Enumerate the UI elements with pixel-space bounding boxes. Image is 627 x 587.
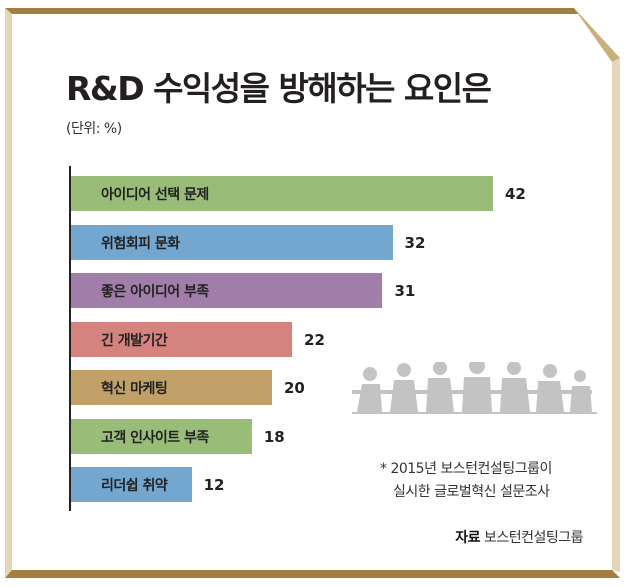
bar-category-label: 위험회피 문화 [101,235,180,252]
note-line-2: 실시한 글로벌혁신 설문조사 [393,484,550,500]
bar-value-label: 42 [505,185,526,203]
bar-4: 혁신 마케팅 20 [71,370,305,405]
bar-value-label: 31 [394,282,416,300]
bar-category-label: 아이디어 선택 문제 [101,187,209,203]
frame-top-border [5,8,578,14]
frame-right-border [612,58,620,572]
frame-corner [574,8,620,62]
frame-bottom-border [5,570,620,578]
bar-value-label: 20 [283,379,305,397]
meeting-silhouette-icon [352,362,597,414]
bar-category-label: 혁신 마케팅 [101,381,168,397]
bar-category-label: 긴 개발기간 [101,332,168,349]
bar-category-label: 고객 인사이트 부족 [101,429,209,446]
survey-note: * 2015년 보스턴컨설팅그룹이 실시한 글로벌혁신 설문조사 [380,458,552,504]
bar-0: 아이디어 선택 문제 42 [71,176,526,211]
frame-left-border [5,8,12,578]
source-credit: 자료 보스턴컨설팅그룹 [455,527,583,547]
bar-value-label: 12 [203,476,225,494]
note-line-1: * 2015년 보스턴컨설팅그룹이 [380,461,552,477]
chart-title: R&D 수익성을 방해하는 요인은 [66,69,492,108]
source-label: 자료 [455,530,480,546]
bar-value-label: 32 [404,233,426,252]
source-text: 보스턴컨설팅그룹 [483,530,584,546]
bar-value-label: 18 [263,427,285,446]
bar-2: 좋은 아이디어 부족 31 [71,273,415,308]
bar-1: 위험회피 문화 32 [71,224,425,260]
bar-category-label: 리더쉽 취약 [101,478,168,494]
bar-6: 리더쉽 취약 12 [71,467,224,502]
bar-category-label: 좋은 아이디어 부족 [101,284,209,300]
y-axis-line [69,166,71,511]
unit-label: (단위: %) [66,121,122,137]
bar-3: 긴 개발기간 22 [71,321,325,357]
bar-5: 고객 인사이트 부족 18 [71,418,285,454]
bar-value-label: 22 [304,330,325,349]
